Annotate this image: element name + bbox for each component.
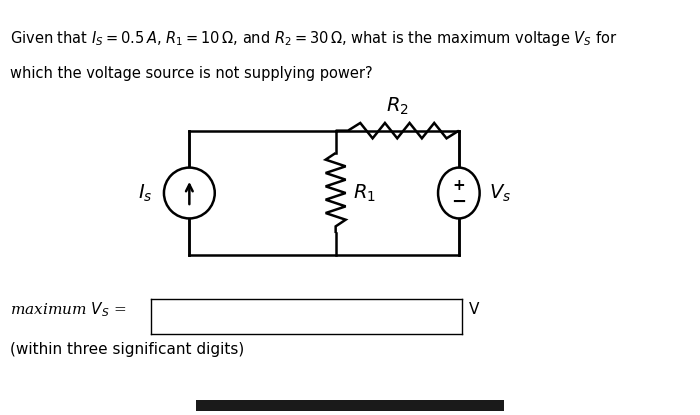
Text: +: +: [452, 178, 466, 193]
Text: (within three significant digits): (within three significant digits): [10, 342, 245, 357]
Text: which the voltage source is not supplying power?: which the voltage source is not supplyin…: [10, 66, 373, 81]
Text: $I_s$: $I_s$: [138, 182, 153, 204]
Text: −: −: [452, 193, 466, 211]
Text: $R_1$: $R_1$: [353, 182, 375, 204]
Text: $R_2$: $R_2$: [386, 95, 409, 117]
Ellipse shape: [164, 168, 215, 218]
Ellipse shape: [438, 168, 480, 218]
Text: Given that $I_S = 0.5\,A$, $R_1 = 10\,\Omega$, and $R_2 = 30\,\Omega$, what is t: Given that $I_S = 0.5\,A$, $R_1 = 10\,\O…: [10, 29, 618, 48]
Text: V: V: [469, 302, 480, 317]
Text: $V_s$: $V_s$: [489, 182, 511, 204]
Text: maximum $V_S$ =: maximum $V_S$ =: [10, 300, 127, 319]
